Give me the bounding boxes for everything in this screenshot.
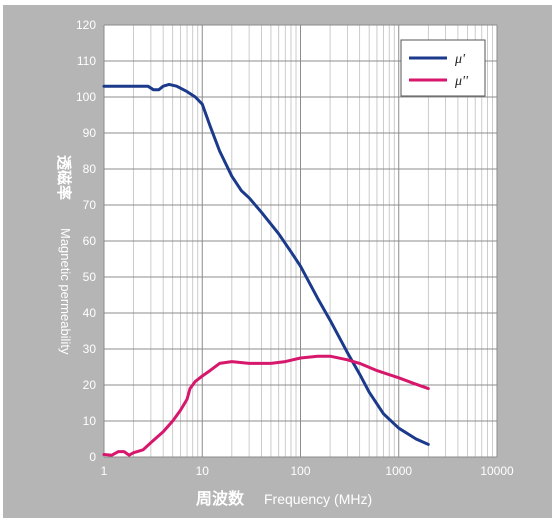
y-tick-label: 60 [83,234,97,248]
y-tick-label: 90 [83,126,97,140]
y-axis-label-en: Magnetic permeability [58,228,73,355]
legend-label: μ' [454,52,466,67]
y-tick-label: 110 [77,54,96,68]
y-tick-label: 50 [83,270,97,284]
y-tick-label: 0 [89,450,96,464]
x-tick-label: 100 [290,464,310,478]
y-tick-label: 80 [83,162,97,176]
x-tick-label: 10000 [480,464,514,478]
chart-panel: 1 10 100 1000 10000 0 10 20 30 40 50 60 70 80 90 100 110… [3,5,552,518]
x-tick-label: 10 [196,464,210,478]
legend-box [400,39,486,97]
series-line-mu-double-prime [102,354,430,457]
x-tick-label: 1000 [385,464,412,478]
y-tick-label: 40 [83,306,97,320]
x-tick-label: 1 [101,464,108,478]
y-tick-label: 120 [76,18,96,32]
y-tick-label: 100 [76,90,96,104]
y-tick-label: 10 [83,414,97,428]
permeability-chart: 1 10 100 1000 100000102030405060708090100110… [55,18,514,508]
series-line-mu-prime [102,82,430,446]
x-axis-label-cn: 周波数 [196,489,245,508]
y-tick-label: 30 [83,342,97,356]
x-axis-label-en: Frequency (MHz) [264,491,372,507]
y-tick-label: 20 [83,378,97,392]
y-axis-label-cn: 透磁率 [55,155,73,200]
y-tick-label: 70 [83,198,97,212]
legend-label: μ'' [454,74,469,89]
